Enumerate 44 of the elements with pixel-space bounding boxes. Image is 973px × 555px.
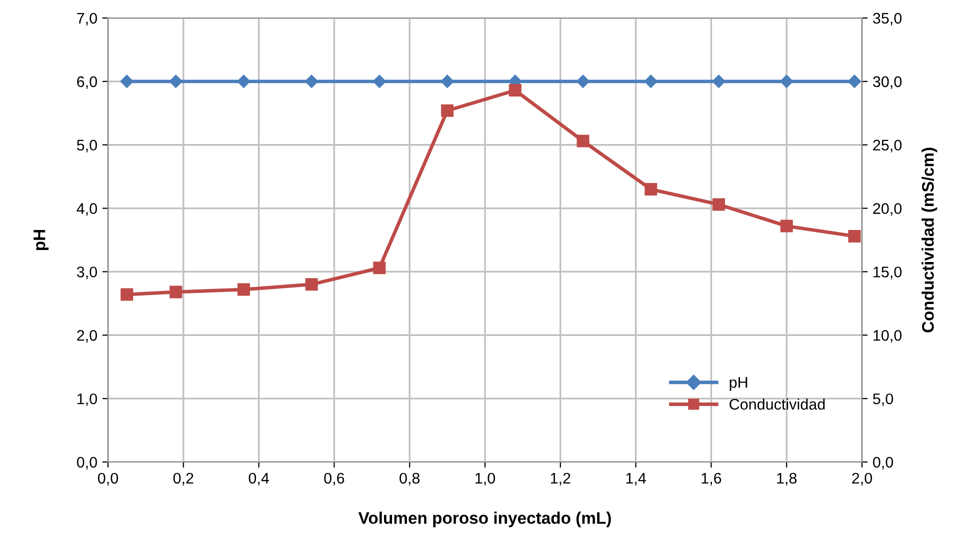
y2-axis-title: Conductividad (mS/cm): [922, 148, 938, 332]
y-tick-label: 5,0: [76, 140, 97, 152]
x-tick-label: 0,6: [324, 472, 344, 486]
x-tick-label: 1,6: [702, 472, 722, 486]
y2-tick-label: 30,0: [873, 76, 902, 89]
y2-tick-label: 0,0: [873, 456, 894, 470]
point: [780, 220, 793, 232]
y-tick-label: 3,0: [76, 266, 97, 280]
y2-tick-label: 20,0: [873, 203, 902, 216]
y-tick-label: 7,0: [77, 12, 97, 26]
x-tick-label: 1,2: [550, 472, 570, 486]
x-tick-label: 0,8: [400, 472, 420, 486]
point: [373, 262, 386, 274]
y2-tick-label: 5,0: [873, 393, 894, 406]
y-tick-label: 4,0: [76, 203, 97, 216]
y-axis-title: pH: [34, 230, 49, 250]
legend-label: Conductividad: [730, 398, 825, 410]
point: [848, 230, 861, 242]
y-tick-label: 2,0: [77, 330, 97, 343]
x-tick-label: 0,2: [173, 472, 194, 486]
point: [508, 84, 522, 97]
point: [441, 104, 454, 117]
x-tick-label: 0,4: [248, 472, 269, 486]
point: [120, 288, 134, 301]
x-tick-label: 0,0: [98, 472, 118, 486]
point: [170, 286, 182, 298]
legend-label: pH: [730, 377, 748, 391]
point: [644, 183, 658, 196]
y2-tick-label: 10,0: [874, 330, 902, 343]
point: [712, 198, 725, 211]
x-tick-label: 2,0: [852, 472, 872, 486]
x-tick-label: 1,0: [476, 472, 496, 486]
x-tick-label: 1,4: [626, 472, 646, 486]
y2-tick-label: 15,0: [874, 266, 902, 280]
point: [237, 283, 250, 296]
y2-tick-label: 25,0: [873, 140, 902, 152]
y2-tick-label: 35,0: [873, 12, 902, 26]
point: [576, 134, 590, 148]
point: [305, 278, 318, 291]
y-tick-label: 0,0: [76, 456, 97, 470]
x-axis-title: Volumen poroso inyectado (mL): [358, 512, 611, 528]
x-tick-label: 1,8: [777, 472, 797, 486]
y-tick-label: 1,0: [78, 393, 97, 406]
y-tick-label: 6,0: [77, 76, 97, 89]
